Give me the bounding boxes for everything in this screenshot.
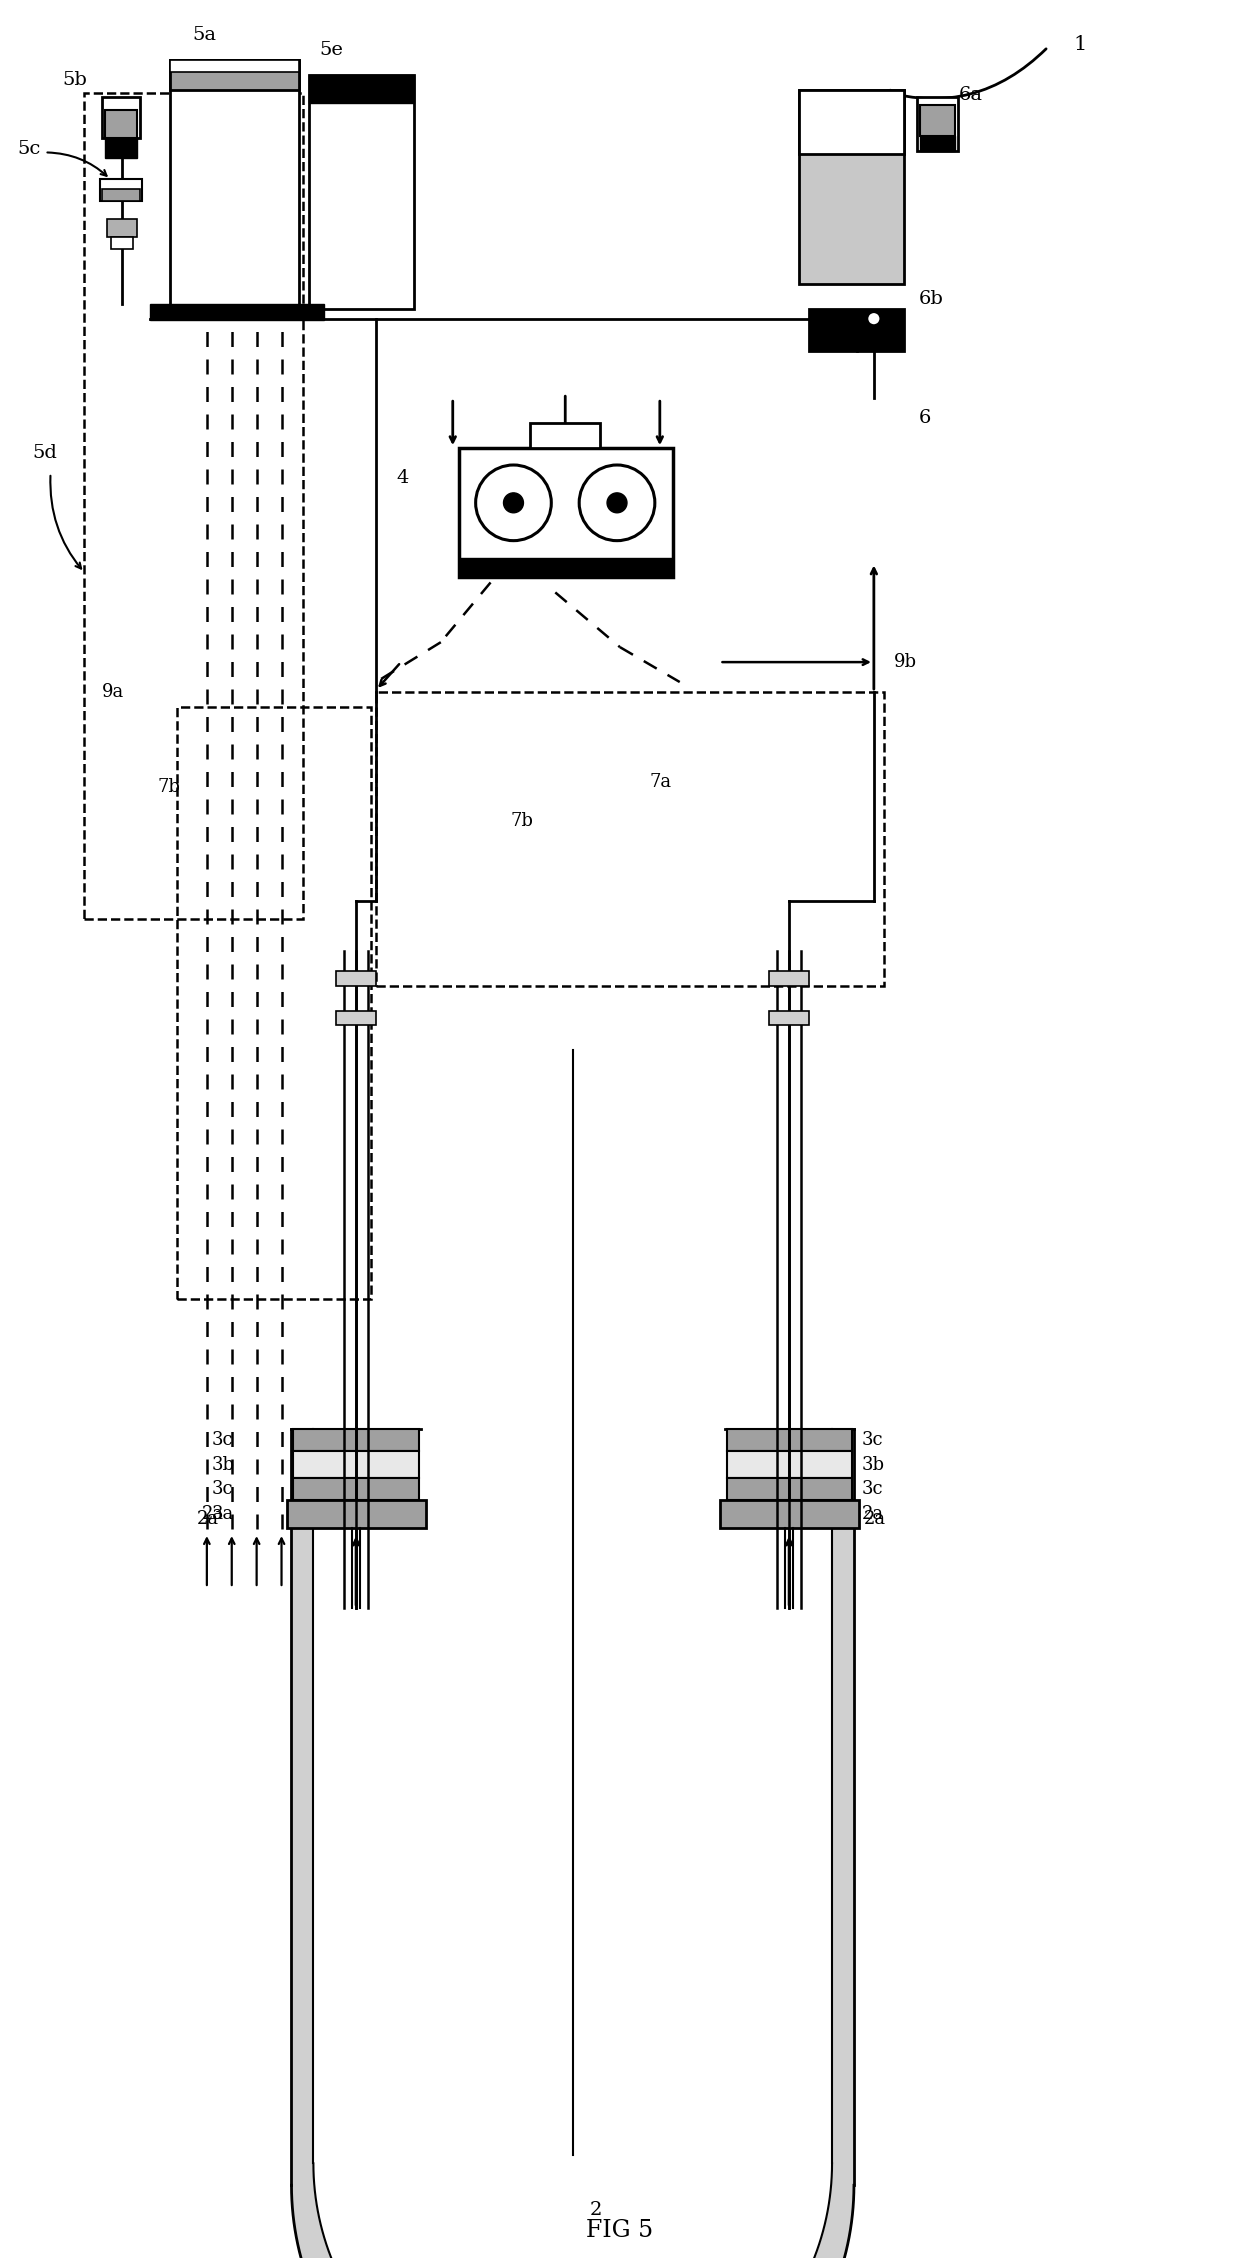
Bar [336, 1012, 376, 1025]
Text: 3b: 3b [862, 1455, 885, 1473]
Bar [800, 91, 904, 154]
Bar [314, 1428, 832, 2163]
Bar [112, 238, 133, 249]
Text: 9a: 9a [103, 683, 124, 702]
Bar [291, 1428, 420, 2186]
Circle shape [867, 312, 880, 326]
Polygon shape [314, 2163, 832, 2263]
Text: 3c: 3c [862, 1480, 884, 1498]
Bar [531, 423, 600, 448]
Bar [100, 179, 143, 201]
Bar [150, 303, 325, 319]
Bar [315, 930, 831, 1428]
Bar [294, 1428, 419, 1451]
Bar [769, 971, 810, 987]
Bar [727, 1428, 852, 1451]
Text: 5c: 5c [17, 140, 41, 158]
Text: 6a: 6a [959, 86, 982, 104]
Bar [105, 138, 138, 158]
Text: 6: 6 [919, 410, 931, 428]
Bar [170, 59, 299, 72]
Bar [459, 448, 673, 577]
Bar [920, 136, 956, 152]
Circle shape [503, 493, 523, 514]
Bar [294, 1478, 419, 1500]
Bar [810, 308, 904, 351]
Text: 9b: 9b [894, 654, 916, 672]
Circle shape [476, 464, 552, 541]
Bar [916, 97, 959, 152]
Text: 5b: 5b [62, 70, 87, 88]
Text: 3c: 3c [862, 1430, 884, 1448]
Bar [84, 93, 304, 919]
Polygon shape [291, 2186, 854, 2263]
Bar [719, 1500, 859, 1528]
Text: 3c: 3c [212, 1430, 233, 1448]
Bar [769, 1012, 810, 1025]
Bar [108, 220, 138, 238]
Bar [727, 1478, 852, 1500]
Text: 4: 4 [396, 468, 408, 487]
Text: 2: 2 [590, 2202, 603, 2220]
Bar [800, 91, 904, 283]
Text: 2a: 2a [202, 1505, 224, 1523]
Bar [177, 706, 371, 1299]
Circle shape [579, 464, 655, 541]
Text: 7b: 7b [511, 812, 533, 831]
Bar [103, 190, 140, 201]
Text: FIG 5: FIG 5 [587, 2218, 653, 2243]
Text: 7b: 7b [157, 778, 180, 797]
Bar [310, 75, 414, 102]
Text: 5d: 5d [32, 444, 57, 462]
Bar [170, 59, 299, 315]
Text: 3c: 3c [212, 1480, 233, 1498]
Bar [103, 97, 140, 138]
Text: 7a: 7a [650, 772, 672, 790]
Bar [336, 971, 376, 987]
Bar [727, 1451, 852, 1478]
Bar [376, 692, 884, 987]
Bar [286, 1500, 425, 1528]
Bar [920, 104, 956, 136]
Text: 2a: 2a [864, 1509, 887, 1528]
Text: 2a: 2a [197, 1509, 219, 1528]
Bar [170, 59, 299, 91]
Text: 6b: 6b [919, 290, 944, 308]
Bar [724, 1428, 854, 2186]
Text: 3a: 3a [212, 1505, 234, 1523]
Circle shape [608, 493, 627, 514]
Bar [294, 1451, 419, 1478]
Bar [459, 557, 673, 577]
Text: 5e: 5e [320, 41, 343, 59]
Bar [310, 75, 414, 308]
Text: 2a: 2a [862, 1505, 884, 1523]
Bar [105, 109, 138, 138]
Text: 3b: 3b [212, 1455, 234, 1473]
Text: 1: 1 [1073, 36, 1086, 54]
Text: 5a: 5a [192, 25, 216, 43]
